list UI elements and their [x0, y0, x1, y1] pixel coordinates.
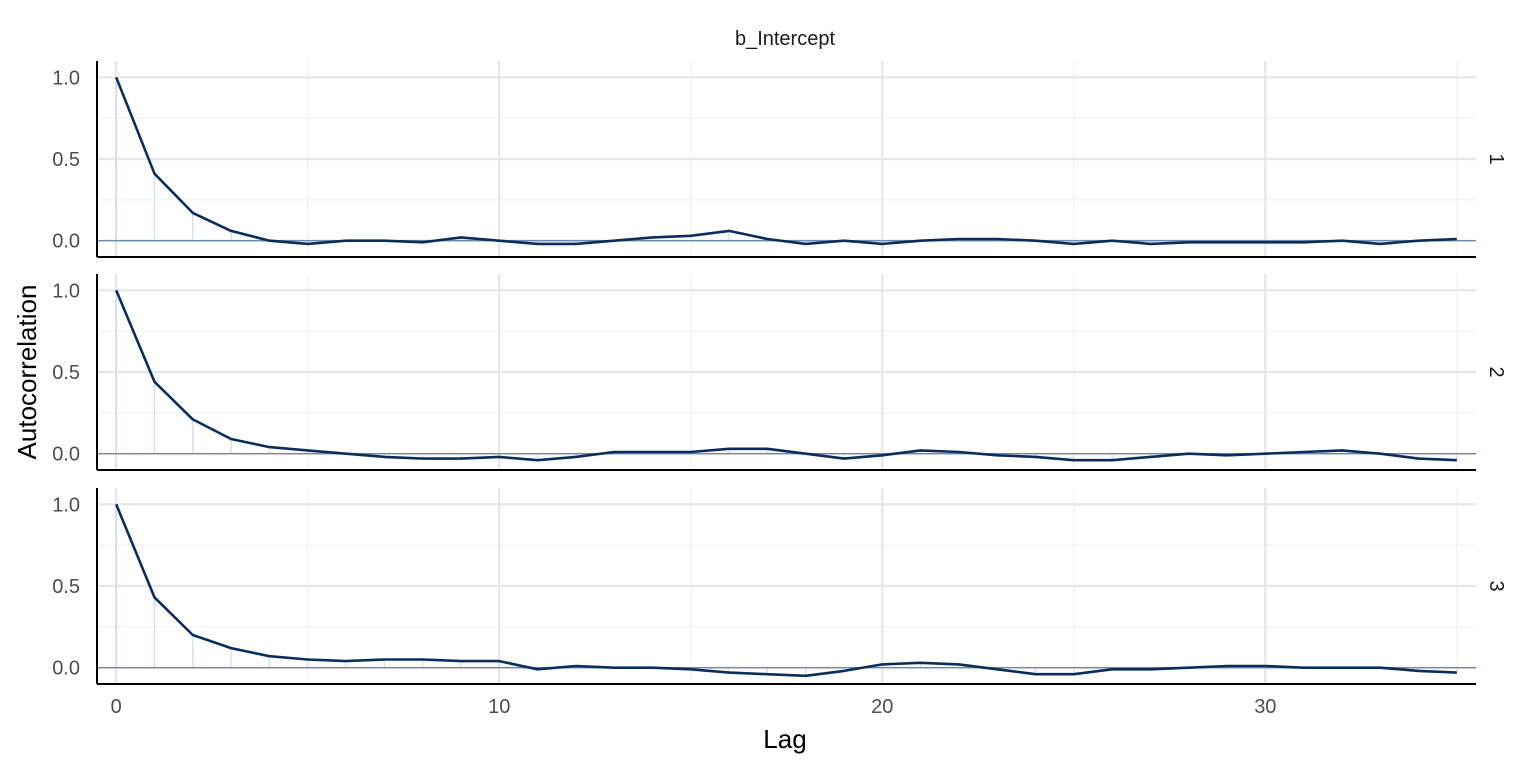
series-line-2	[115, 289, 1457, 462]
y-tick-label: 0.0	[52, 444, 80, 466]
facet-panel-2: 1.0 0.5 0.0 2	[52, 274, 1507, 471]
y-axis-title: Autocorrelation	[12, 285, 42, 460]
x-axis-title: Lag	[763, 724, 806, 754]
y-tick-label: 0.0	[52, 231, 80, 253]
facet-strip-label-3: 3	[1485, 580, 1507, 591]
x-tick-label: 30	[1254, 696, 1276, 718]
y-tick-label: 0.0	[52, 658, 80, 680]
x-tick-label: 0	[111, 696, 122, 718]
x-tick-label: 10	[488, 696, 510, 718]
y-tick-label: 0.5	[52, 362, 80, 384]
y-tick-label: 1.0	[52, 280, 80, 302]
facet-panel-1: 1.0 0.5 0.0 1	[52, 61, 1507, 258]
y-tick-label: 0.5	[52, 576, 80, 598]
chart-title: b_Intercept	[735, 28, 836, 50]
facet-panels: 1.0 0.5 0.0 1 1.0 0.5 0.0 2 1.0 0.5 0.0 3	[52, 61, 1507, 685]
series-line-1	[114, 76, 1457, 246]
x-tick-label: 20	[871, 696, 893, 718]
y-tick-label: 1.0	[52, 67, 80, 89]
facet-panel-3: 1.0 0.5 0.0 3	[52, 488, 1507, 685]
y-tick-label: 1.0	[52, 494, 80, 516]
facet-strip-label-1: 1	[1485, 153, 1507, 164]
y-tick-label: 0.5	[52, 149, 80, 171]
series-line-3	[114, 503, 1457, 678]
x-axis-ticks: 0 10 20 30	[111, 696, 1277, 718]
facet-strip-label-2: 2	[1485, 366, 1507, 377]
